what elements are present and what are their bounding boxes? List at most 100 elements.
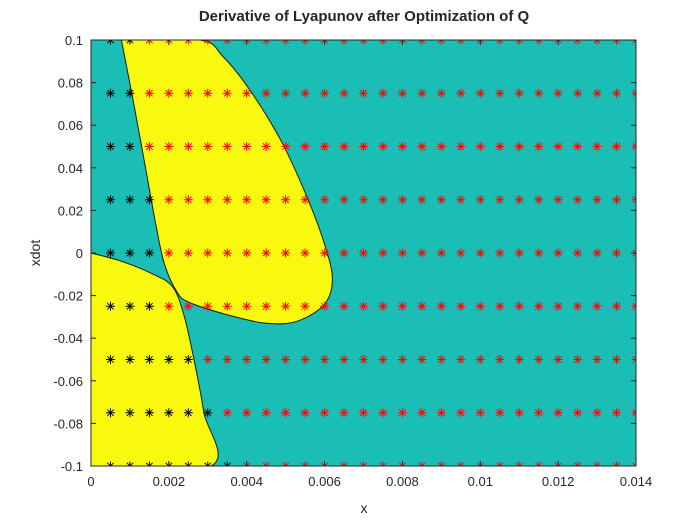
- marker-red: [553, 88, 563, 98]
- marker-red: [359, 88, 368, 98]
- x-tick-label: 0.01: [468, 474, 493, 489]
- marker-red: [592, 408, 602, 418]
- marker-red: [475, 408, 485, 418]
- marker-red: [631, 461, 636, 466]
- marker-black: [144, 301, 154, 311]
- marker-black: [105, 195, 115, 205]
- marker-red: [573, 408, 583, 418]
- y-tick-label: 0.02: [58, 203, 83, 218]
- marker-red: [612, 355, 622, 364]
- marker-red: [359, 195, 368, 205]
- marker-red: [203, 195, 213, 205]
- x-tick-label: 0.008: [386, 474, 419, 489]
- marker-red: [183, 301, 193, 311]
- marker-red: [397, 408, 407, 418]
- marker-red: [164, 301, 174, 311]
- marker-red: [553, 408, 563, 418]
- upper-yellow-region: [120, 40, 333, 325]
- marker-black: [105, 461, 115, 466]
- marker-red: [534, 142, 544, 151]
- marker-red: [320, 301, 330, 311]
- marker-red: [281, 40, 291, 45]
- marker-red: [514, 88, 524, 98]
- x-tick-label: 0: [87, 474, 94, 489]
- x-tick-label: 0.012: [542, 474, 575, 489]
- marker-red: [320, 248, 330, 258]
- marker-red: [320, 88, 330, 98]
- marker-red: [475, 301, 485, 311]
- marker-red: [553, 355, 563, 364]
- marker-red: [261, 195, 271, 205]
- marker-red: [320, 408, 330, 418]
- marker-black: [105, 88, 115, 98]
- marker-red: [281, 195, 291, 205]
- marker-red: [534, 301, 544, 311]
- marker-red: [456, 195, 466, 205]
- marker-black: [183, 355, 193, 364]
- marker-red: [592, 88, 602, 98]
- marker-red: [242, 355, 252, 364]
- marker-red: [495, 88, 505, 98]
- marker-red: [183, 142, 193, 151]
- marker-red: [359, 408, 368, 418]
- marker-red: [378, 88, 388, 98]
- marker-red: [573, 142, 583, 151]
- marker-red: [534, 408, 544, 418]
- marker-red: [261, 301, 271, 311]
- marker-red: [281, 355, 291, 364]
- marker-red: [378, 461, 388, 466]
- marker-red: [203, 355, 213, 364]
- marker-red: [534, 88, 544, 98]
- marker-red: [164, 88, 174, 98]
- x-axis-label: x: [361, 500, 368, 516]
- marker-black: [144, 248, 154, 258]
- marker-red: [281, 88, 291, 98]
- marker-black: [125, 408, 135, 418]
- marker-red: [475, 142, 485, 151]
- marker-red: [592, 40, 602, 45]
- x-tick-label: 0.002: [153, 474, 186, 489]
- x-tick-label: 0.006: [308, 474, 341, 489]
- marker-red: [359, 301, 368, 311]
- marker-red: [320, 142, 330, 151]
- marker-red: [631, 355, 636, 364]
- marker-black: [105, 408, 115, 418]
- marker-red: [514, 195, 524, 205]
- marker-red: [242, 142, 252, 151]
- marker-red: [359, 461, 368, 466]
- marker-red: [183, 248, 193, 258]
- marker-black: [144, 355, 154, 364]
- y-tick-label: -0.04: [53, 331, 83, 346]
- marker-red: [514, 248, 524, 258]
- marker-red: [378, 408, 388, 418]
- marker-red: [573, 40, 583, 45]
- marker-red: [417, 40, 427, 45]
- marker-red: [242, 248, 252, 258]
- marker-red: [242, 301, 252, 311]
- marker-red: [495, 301, 505, 311]
- marker-red: [222, 355, 232, 364]
- marker-red: [495, 248, 505, 258]
- marker-red: [378, 40, 388, 45]
- marker-red: [378, 195, 388, 205]
- marker-red: [261, 355, 271, 364]
- marker-red: [534, 40, 544, 45]
- marker-red: [359, 40, 368, 45]
- marker-red: [300, 461, 310, 466]
- plot-area: [91, 40, 636, 466]
- marker-red: [397, 195, 407, 205]
- marker-red: [261, 461, 271, 466]
- marker-red: [339, 40, 349, 45]
- marker-black: [125, 248, 135, 258]
- marker-red: [592, 355, 602, 364]
- marker-red: [456, 142, 466, 151]
- marker-black: [164, 355, 174, 364]
- marker-red: [281, 461, 291, 466]
- marker-red: [164, 142, 174, 151]
- marker-red: [573, 301, 583, 311]
- marker-red: [339, 195, 349, 205]
- marker-red: [514, 461, 524, 466]
- marker-red: [183, 40, 193, 45]
- marker-red: [397, 355, 407, 364]
